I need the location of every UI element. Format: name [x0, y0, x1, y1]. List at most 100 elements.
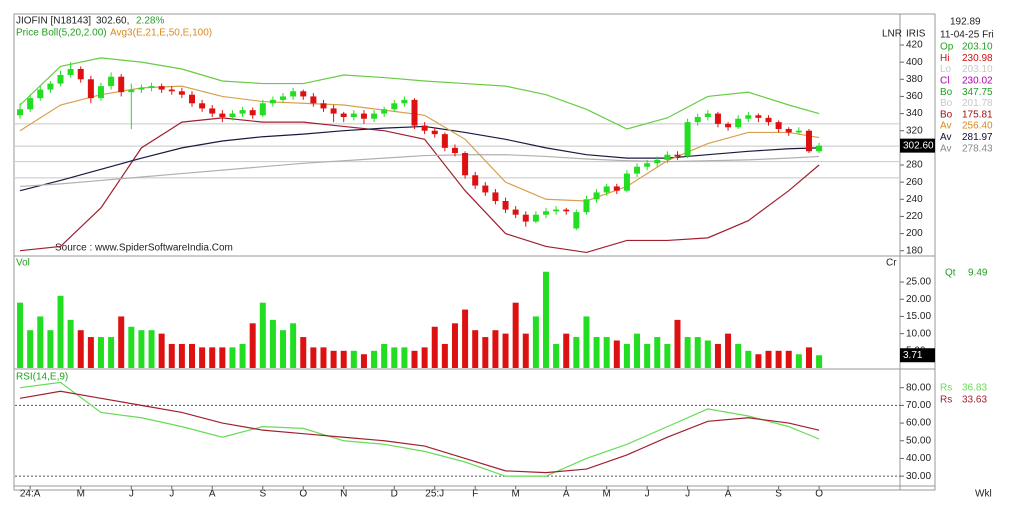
candle-body — [593, 192, 600, 200]
candle-body — [603, 186, 610, 193]
info-value: 203.10 — [962, 64, 993, 75]
overlay-line — [19, 85, 820, 202]
candle-body — [87, 79, 94, 99]
info-label: Av — [940, 143, 952, 154]
volume-bar — [320, 347, 327, 368]
volume-bar — [168, 343, 175, 368]
volume-bar — [330, 350, 337, 368]
candle-body — [441, 134, 448, 148]
info-value: 203.10 — [962, 42, 993, 53]
info-label: Bo — [940, 98, 953, 109]
volume-bar — [684, 337, 691, 368]
candle-body — [785, 129, 792, 133]
candle-body — [421, 125, 428, 131]
volume-bar — [209, 347, 216, 368]
volume-bar — [199, 347, 206, 368]
volume-bar — [603, 337, 610, 368]
x-tick-label: M — [511, 489, 519, 500]
volume-bar — [401, 347, 408, 368]
candle-body — [684, 122, 691, 157]
volume-bar — [593, 337, 600, 368]
info-value: 230.98 — [962, 53, 993, 64]
readout-label: Rs — [940, 395, 952, 406]
volume-bar — [704, 340, 711, 368]
volume-bar — [512, 302, 519, 368]
candle-body — [816, 145, 823, 152]
candle-body — [472, 175, 479, 186]
x-tick-label: M — [77, 489, 85, 500]
candle-body — [209, 108, 216, 114]
candle-body — [310, 96, 317, 104]
candle-body — [118, 76, 125, 93]
readout-value: 36.83 — [962, 383, 987, 394]
candle-body — [259, 103, 266, 116]
volume-bar — [350, 350, 357, 368]
info-label: Bo — [940, 109, 953, 120]
candle-body — [219, 113, 226, 117]
last-price-box — [900, 138, 935, 153]
iris: IRIS — [906, 29, 926, 40]
candle-body — [553, 209, 560, 212]
symbol: JIOFIN [N18143] — [16, 16, 91, 27]
volume-bar — [745, 350, 752, 368]
volume-bar — [411, 350, 418, 368]
rsi-line — [19, 390, 820, 474]
volume-bar — [37, 316, 44, 368]
candle-body — [775, 122, 782, 129]
candle-body — [492, 192, 499, 201]
candle-body — [330, 108, 337, 114]
info-label: Bo — [940, 87, 953, 98]
readout-label: Rs — [940, 383, 952, 394]
volume-bar — [522, 333, 529, 368]
overlay-line — [19, 57, 820, 130]
y-tick-label: 30.00 — [906, 471, 931, 482]
volume-bar — [290, 323, 297, 368]
volume-bar — [543, 271, 549, 368]
volume-bar — [189, 343, 195, 368]
candle-body — [239, 110, 246, 114]
volume-bar — [482, 337, 489, 368]
candle-body — [694, 117, 701, 123]
candle-body — [644, 163, 651, 167]
candle-body — [623, 173, 630, 191]
candle-body — [755, 115, 762, 118]
y-tick-label: 50.00 — [906, 435, 931, 446]
volume-bar — [765, 350, 772, 368]
volume-bar — [613, 340, 620, 368]
candle-body — [411, 99, 418, 126]
volume-bar — [755, 354, 762, 368]
candle-body — [391, 103, 398, 110]
volume-bar — [67, 319, 74, 368]
price-text: 302.60, — [96, 16, 129, 27]
volume-bar — [280, 330, 287, 368]
candle-body — [502, 201, 509, 210]
change-text: 2.28% — [136, 16, 164, 27]
info-value: 256.40 — [962, 121, 993, 132]
source: Source : www.SpiderSoftwareIndia.Com — [55, 243, 233, 254]
volume-bar — [674, 319, 681, 368]
candle-body — [27, 98, 34, 110]
y-tick-label: 80.00 — [906, 382, 931, 393]
info-value: 278.43 — [962, 143, 993, 154]
candle-body — [229, 113, 236, 117]
volume-bar — [158, 333, 165, 368]
candle-body — [664, 154, 671, 160]
info-label: Hi — [940, 53, 949, 64]
rsi-line — [19, 381, 820, 477]
y-tick-label: 400 — [906, 57, 923, 68]
volume-bar — [694, 337, 701, 368]
y-tick-label: 240 — [906, 194, 923, 205]
volume-bar — [472, 330, 479, 368]
info-value: 201.78 — [962, 98, 993, 109]
volume-bar — [239, 343, 246, 368]
volume-bar — [249, 323, 256, 368]
candle-body — [178, 91, 185, 95]
volume-bar — [340, 350, 347, 368]
candle-body — [97, 86, 104, 99]
candle-body — [401, 99, 408, 104]
lnr: LNR — [882, 29, 902, 40]
volume-bar — [381, 343, 388, 368]
x-tick-label: J — [169, 489, 174, 500]
volume-bar — [178, 343, 185, 368]
